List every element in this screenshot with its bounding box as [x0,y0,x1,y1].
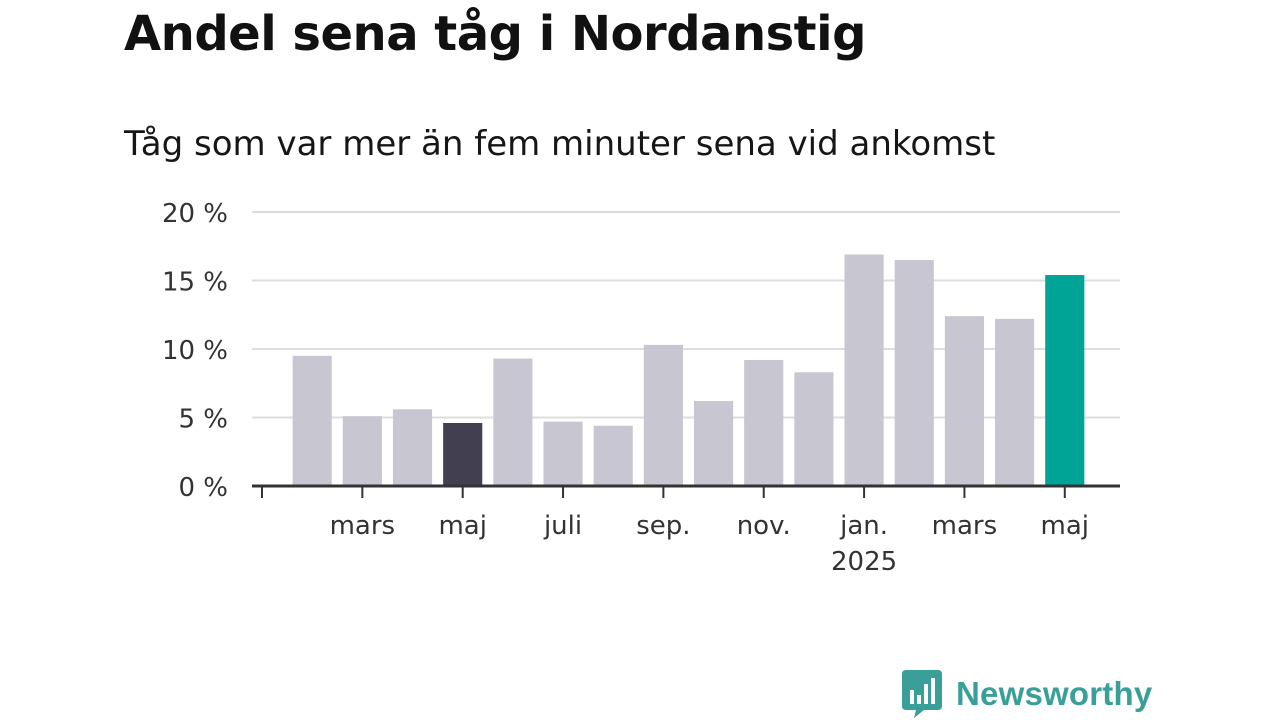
bar [744,359,784,486]
bar [443,422,483,486]
x-tick-label: maj [1041,511,1089,541]
bar [493,358,533,486]
logo-text: Newsworthy [956,675,1153,712]
x-tick-label: jan. [839,511,888,541]
y-tick-label: 15 % [162,268,228,298]
x-tick-label: mars [330,511,396,541]
x-tick-label: mars [932,511,998,541]
chart-badge-icon [902,670,942,718]
y-tick-label: 10 % [162,336,228,366]
x-tick-label: juli [543,511,582,541]
x-tick-label: sep. [636,511,690,541]
bar [392,409,433,486]
x-tick-label: maj [438,511,486,541]
y-tick-label: 5 % [178,405,228,435]
bar [342,416,382,486]
x-tick-year-label: 2025 [831,547,897,577]
x-tick-label: nov. [737,511,791,541]
chart-title: Andel sena tåg i Nordanstig [124,6,866,62]
chart-subtitle: Tåg som var mer än fem minuter sena vid … [124,124,996,164]
bar [944,316,984,486]
bar [995,318,1035,486]
newsworthy-logo: Newsworthy [902,670,1152,718]
bar [693,401,734,486]
bar [643,344,683,486]
y-tick-label: 20 % [162,199,228,229]
bar [894,259,934,486]
bar-chart: 0 % 5 % 10 % 15 % 20 % mars maj juli sep. nov. jan… [162,199,1120,577]
bar [292,355,332,486]
bar [593,425,633,486]
bar [543,421,583,486]
y-tick-label: 0 % [178,473,228,503]
bar [844,254,884,486]
bar [794,372,834,486]
bar [1045,275,1085,486]
